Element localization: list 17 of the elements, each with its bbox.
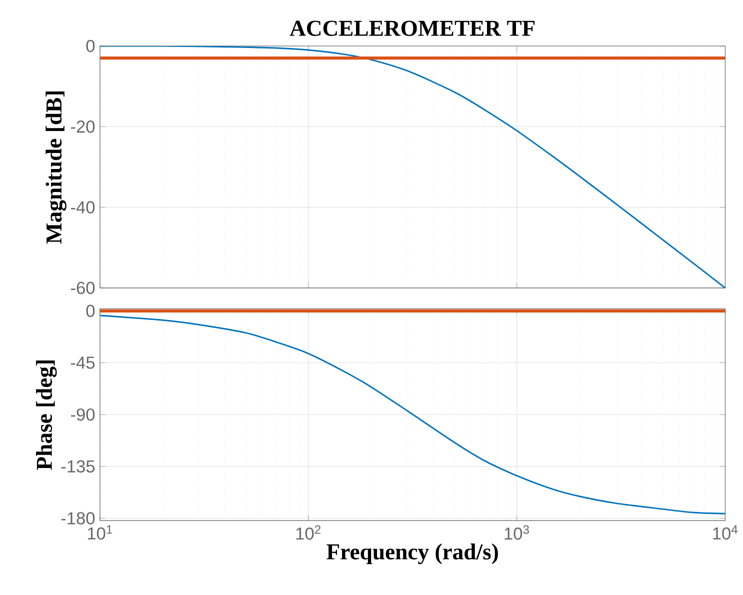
y-tick-label: -40 (71, 201, 95, 214)
y-tick-label: -180 (61, 512, 95, 525)
y-axis-title: Magnitude [dB] (46, 92, 66, 244)
chart-title: ACCELEROMETER TF (290, 20, 535, 36)
x-tick-label: 10$^{1}$ (88, 526, 112, 540)
y-tick-label: -20 (71, 120, 95, 133)
y-tick-label: -90 (71, 408, 95, 421)
x-tick-label: 10$^{2}$ (296, 526, 320, 540)
y-tick-label: 0 (86, 40, 95, 52)
y-tick-label: -60 (71, 282, 95, 294)
y-tick-label: 0 (86, 304, 95, 318)
y-axis-title: Phase [deg] (36, 360, 57, 470)
y-tick-label: -135 (61, 460, 95, 473)
x-tick-label: 10$^{4}$ (713, 526, 738, 540)
x-axis-title: Frequency (rad/s) (326, 544, 498, 564)
x-tick-label: 10$^{3}$ (504, 526, 529, 540)
y-tick-label: -45 (71, 356, 95, 370)
